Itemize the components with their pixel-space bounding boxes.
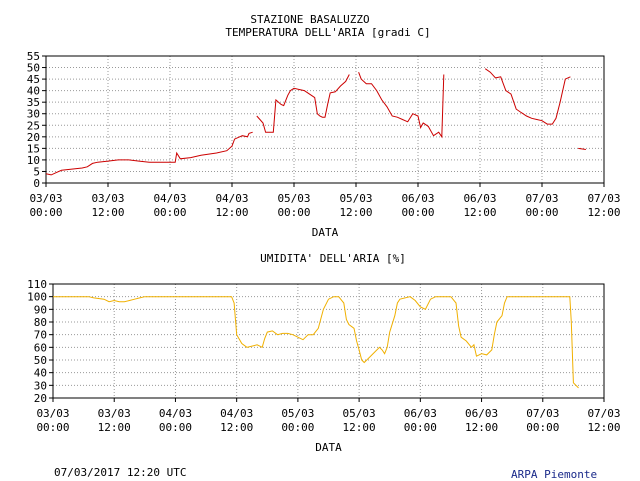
temp-x-tick-date: 07/03 [587, 192, 620, 205]
temp-y-tick-label: 35 [27, 96, 40, 109]
temperature-chart-title: TEMPERATURA DELL'ARIA [gradi C] [225, 26, 430, 39]
temp-plot-frame [45, 55, 605, 184]
hum-series-line [53, 296, 579, 389]
hum-x-tick-time: 12:00 [465, 421, 498, 434]
hum-y-tick-label: 40 [34, 367, 47, 380]
temp-y-tick-label: 25 [27, 119, 40, 132]
footer-timestamp: 07/03/2017 12:20 UTC [54, 466, 187, 479]
hum-x-tick-date: 05/03 [281, 407, 314, 420]
temperature-chart: 051015202530354045505503/0300:0003/0312:… [27, 50, 621, 239]
temp-y-tick-label: 50 [27, 62, 40, 75]
hum-x-tick-time: 12:00 [587, 421, 620, 434]
hum-x-tick-date: 07/03 [587, 407, 620, 420]
temp-x-tick-date: 04/03 [215, 192, 248, 205]
hum-plot-frame [52, 283, 605, 399]
temp-y-tick-label: 10 [27, 154, 40, 167]
temp-y-tick-label: 40 [27, 85, 40, 98]
hum-x-tick-date: 06/03 [404, 407, 437, 420]
temp-x-tick-time: 00:00 [29, 206, 62, 219]
humidity-chart: 203040506070809010011003/0300:0003/0312:… [27, 278, 620, 454]
temp-x-tick-time: 00:00 [277, 206, 310, 219]
temp-x-tick-date: 03/03 [91, 192, 124, 205]
temp-x-tick-date: 04/03 [153, 192, 186, 205]
hum-y-tick-label: 20 [34, 392, 47, 405]
hum-y-tick-label: 80 [34, 316, 47, 329]
hum-x-tick-time: 00:00 [526, 421, 559, 434]
hum-y-tick-label: 60 [34, 341, 47, 354]
temp-x-tick-date: 07/03 [525, 192, 558, 205]
temp-y-tick-label: 45 [27, 73, 40, 86]
temp-x-tick-time: 12:00 [339, 206, 372, 219]
hum-x-tick-time: 12:00 [98, 421, 131, 434]
hum-y-tick-label: 30 [34, 379, 47, 392]
temp-series-line [256, 74, 350, 133]
hum-x-tick-date: 07/03 [526, 407, 559, 420]
hum-y-tick-label: 70 [34, 329, 47, 342]
hum-x-tick-date: 06/03 [465, 407, 498, 420]
temp-y-tick-label: 20 [27, 131, 40, 144]
temp-series-line [578, 147, 586, 150]
temp-x-tick-date: 05/03 [277, 192, 310, 205]
hum-x-tick-date: 04/03 [220, 407, 253, 420]
hum-x-tick-date: 05/03 [343, 407, 376, 420]
temp-x-axis-label: DATA [312, 226, 339, 239]
temp-x-tick-time: 00:00 [401, 206, 434, 219]
temp-y-tick-label: 15 [27, 142, 40, 155]
station-title: STAZIONE BASALUZZO [250, 13, 369, 26]
temp-y-tick-label: 5 [33, 165, 40, 178]
temp-x-tick-time: 12:00 [463, 206, 496, 219]
temp-x-tick-time: 00:00 [525, 206, 558, 219]
hum-x-tick-time: 12:00 [220, 421, 253, 434]
hum-x-tick-date: 03/03 [36, 407, 69, 420]
temp-x-tick-time: 12:00 [91, 206, 124, 219]
temp-x-tick-date: 05/03 [339, 192, 372, 205]
hum-y-tick-label: 100 [27, 291, 47, 304]
temp-x-tick-time: 12:00 [215, 206, 248, 219]
hum-x-tick-time: 00:00 [36, 421, 69, 434]
hum-x-tick-time: 00:00 [281, 421, 314, 434]
hum-x-tick-time: 00:00 [404, 421, 437, 434]
temp-series-line [484, 68, 571, 125]
hum-x-tick-date: 04/03 [159, 407, 192, 420]
temp-series-line [45, 131, 253, 176]
hum-x-tick-date: 03/03 [98, 407, 131, 420]
hum-x-tick-time: 00:00 [159, 421, 192, 434]
hum-x-axis-label: DATA [315, 441, 342, 454]
hum-x-tick-time: 12:00 [343, 421, 376, 434]
temp-x-tick-date: 03/03 [29, 192, 62, 205]
temp-x-tick-date: 06/03 [401, 192, 434, 205]
temp-y-tick-label: 0 [33, 177, 40, 190]
temp-y-tick-label: 30 [27, 108, 40, 121]
temp-y-tick-label: 55 [27, 50, 40, 63]
temp-x-tick-time: 00:00 [153, 206, 186, 219]
hum-y-tick-label: 90 [34, 303, 47, 316]
hum-y-tick-label: 50 [34, 354, 47, 367]
temp-series-line [358, 72, 445, 139]
hum-y-tick-label: 110 [27, 278, 47, 291]
humidity-chart-title: UMIDITA' DELL'ARIA [%] [260, 252, 406, 265]
temp-x-tick-time: 12:00 [587, 206, 620, 219]
footer-organization: ARPA Piemonte [511, 468, 598, 481]
temp-x-tick-date: 06/03 [463, 192, 496, 205]
